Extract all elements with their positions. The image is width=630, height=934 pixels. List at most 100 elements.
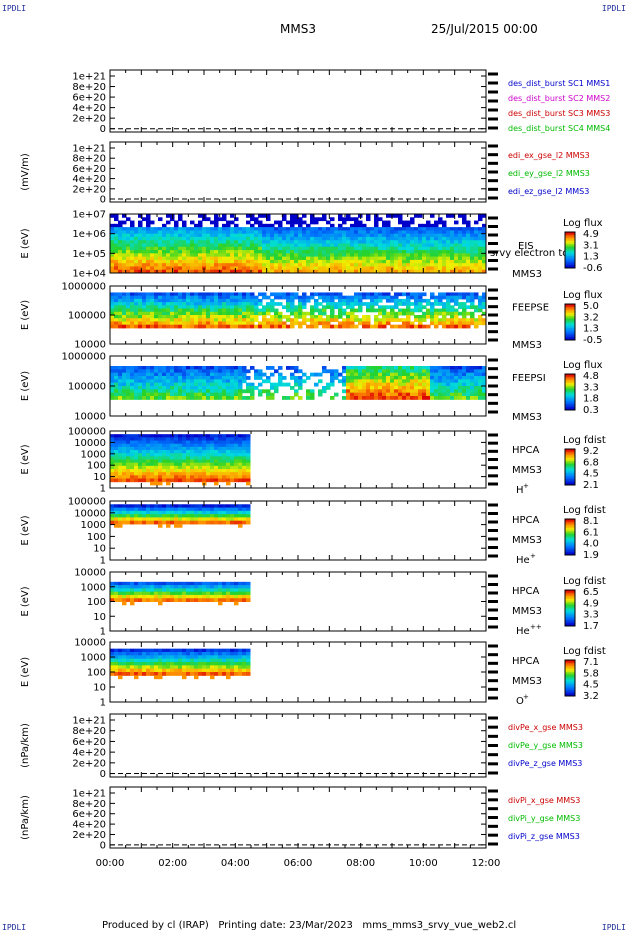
spectrogram-cell	[166, 324, 171, 329]
spectrogram-cell	[470, 376, 475, 380]
spectrogram-cell	[218, 246, 223, 251]
spectrogram-cell	[218, 507, 223, 512]
spectrogram-cell	[110, 465, 115, 470]
spectrogram-cell	[326, 292, 331, 297]
spectrogram-cell	[418, 250, 423, 254]
spectrogram-cell	[290, 256, 295, 261]
spectrogram-cell	[138, 443, 143, 448]
spectrogram-cell	[254, 230, 259, 235]
spectrogram-cell	[458, 243, 463, 248]
spectrogram-cell	[130, 665, 135, 670]
spectrogram-cell	[454, 259, 459, 264]
spectrogram-cell	[222, 217, 227, 222]
spectrogram-cell	[110, 469, 115, 473]
spectrogram-cell	[114, 591, 119, 596]
spectrogram-cell	[386, 315, 391, 319]
spectrogram-cell	[230, 396, 235, 400]
side-marker	[488, 441, 498, 445]
spectrogram-cell	[286, 396, 291, 400]
spectrogram-cell	[114, 514, 119, 518]
spectrogram-cell	[170, 318, 175, 322]
spectrogram-cell	[278, 253, 283, 258]
spectrogram-cell	[322, 236, 327, 241]
spectrogram-cell	[114, 302, 119, 306]
spectrogram-cell	[222, 459, 227, 464]
spectrogram-cell	[162, 478, 167, 483]
spectrogram-cell	[474, 369, 479, 374]
spectrogram-cell	[454, 386, 459, 390]
spectrogram-cell	[330, 223, 335, 228]
spectrogram-cell	[166, 478, 171, 483]
spectrogram-cell	[118, 396, 123, 400]
spectrogram-cell	[274, 292, 279, 297]
spectrogram-cell	[242, 263, 247, 267]
spectrogram-cell	[402, 220, 407, 225]
spectrogram-cell	[190, 266, 195, 271]
spectrogram-cell	[202, 462, 207, 467]
spectrogram-cell	[170, 443, 175, 448]
spectrogram-cell	[142, 230, 147, 235]
spectrogram-cell	[310, 396, 315, 400]
spectrogram-cell	[238, 594, 243, 599]
spectrogram-cell	[386, 379, 391, 384]
spectrogram-cell	[206, 446, 211, 451]
spectrogram-cell	[274, 382, 279, 387]
spectrogram-cell	[110, 324, 115, 329]
spectrogram-cell	[358, 372, 363, 377]
spectrogram-cell	[370, 295, 375, 300]
spectrogram-cell	[118, 591, 123, 596]
spectrogram-cell	[206, 369, 211, 374]
spectrogram-cell	[278, 230, 283, 235]
spectrogram-cell	[174, 256, 179, 261]
spectrogram-cell	[230, 379, 235, 384]
spectrogram-cell	[138, 456, 143, 460]
spectrogram-cell	[190, 434, 195, 438]
spectrogram-cell	[150, 315, 155, 319]
side-marker	[488, 179, 498, 183]
spectrogram-cell	[170, 382, 175, 387]
spectrogram-cell	[158, 292, 163, 297]
spectrogram-cell	[158, 324, 163, 329]
spectrogram-cell	[226, 308, 231, 313]
spectrogram-cell	[310, 214, 315, 218]
spectrogram-cell	[434, 243, 439, 248]
spectrogram-cell	[478, 372, 483, 377]
spectrogram-cell	[322, 230, 327, 235]
spectrogram-cell	[190, 443, 195, 448]
spectrogram-cell	[218, 321, 223, 326]
spectrogram-cell	[178, 372, 183, 377]
spectrogram-cell	[406, 379, 411, 384]
spectrogram-cell	[394, 256, 399, 261]
spectrogram-cell	[134, 227, 139, 231]
spectrogram-cell	[386, 240, 391, 244]
spectrogram-cell	[466, 305, 471, 310]
spectrogram-cell	[130, 465, 135, 470]
spectrogram-cell	[342, 396, 347, 400]
spectrogram-cell	[154, 376, 159, 380]
spectrogram-cell	[474, 324, 479, 329]
spectrogram-cell	[174, 443, 179, 448]
spectrogram-cell	[118, 308, 123, 313]
spectrogram-cell	[474, 246, 479, 251]
spectrogram-cell	[118, 246, 123, 251]
spectrogram-cell	[166, 321, 171, 326]
spectrogram-cell	[182, 379, 187, 384]
colorbar-tick-label: 1.7	[583, 621, 599, 632]
spectrogram-cell	[110, 507, 115, 512]
spectrogram-cell	[462, 369, 467, 374]
spectrogram-cell	[394, 253, 399, 258]
spectrogram-cell	[446, 321, 451, 326]
spectrogram-cell	[142, 434, 147, 438]
spectrogram-cell	[398, 214, 403, 218]
spectrogram-cell	[250, 318, 255, 322]
spectrogram-cell	[190, 233, 195, 238]
spectrogram-cell	[214, 456, 219, 460]
spectrogram-cell	[226, 469, 231, 473]
spectrogram-cell	[474, 269, 479, 274]
spectrogram-cell	[466, 379, 471, 384]
spectrogram-cell	[454, 250, 459, 254]
spectrogram-cell	[326, 250, 331, 254]
spectrogram-cell	[338, 217, 343, 222]
spectrogram-cell	[354, 223, 359, 228]
spectrogram-cell	[110, 230, 115, 235]
